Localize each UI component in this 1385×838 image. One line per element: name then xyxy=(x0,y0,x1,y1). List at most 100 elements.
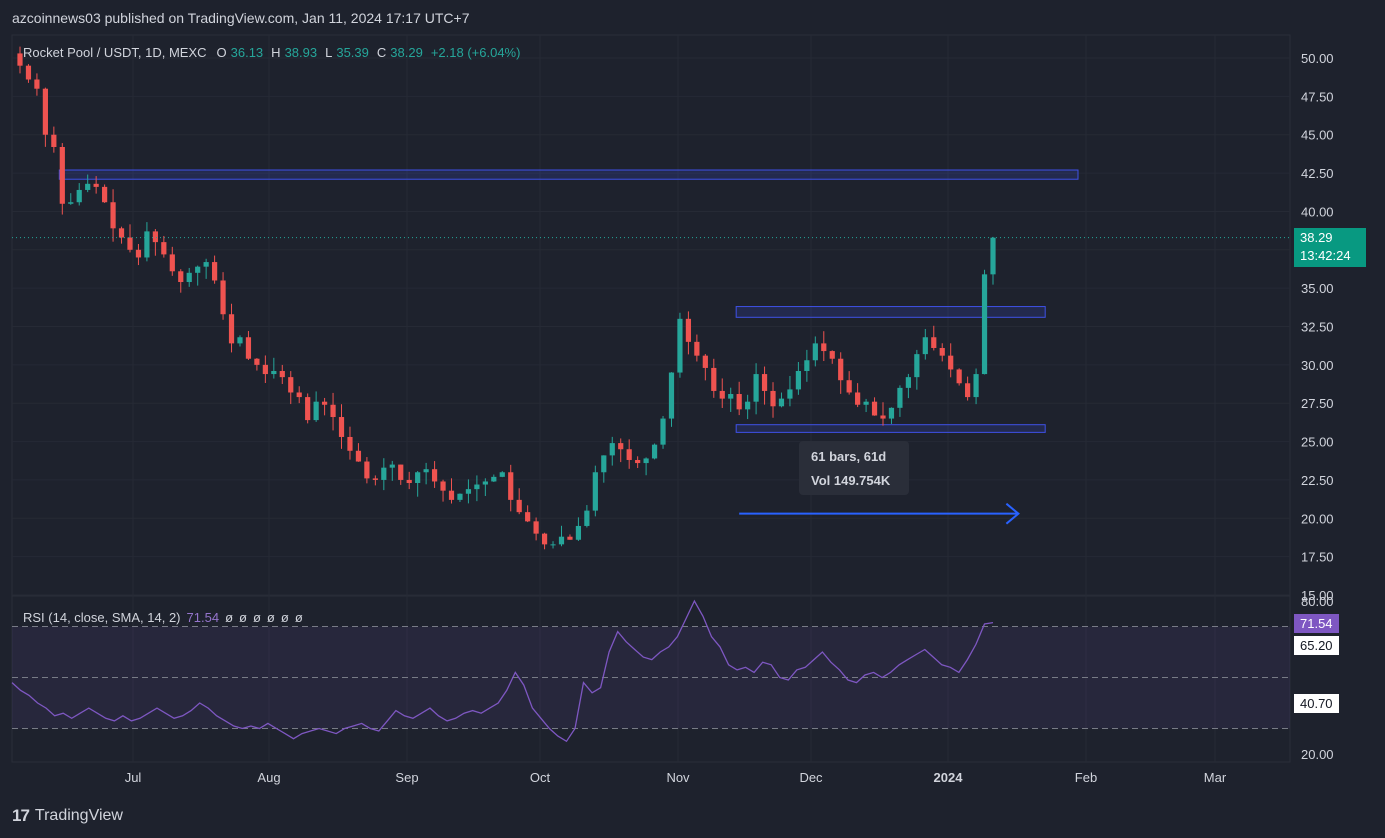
price-tick-label: 40.00 xyxy=(1301,204,1334,219)
candle-body xyxy=(702,355,708,368)
candle-body xyxy=(558,536,565,545)
candle-body xyxy=(846,380,852,393)
candle-body xyxy=(863,401,869,405)
tradingview-brand[interactable]: 17 TradingView xyxy=(12,806,123,826)
candle-body xyxy=(305,397,311,421)
candle-body xyxy=(212,262,218,281)
candle-body xyxy=(474,484,480,490)
candle-body xyxy=(965,383,971,398)
candle-body xyxy=(694,341,700,356)
candle-body xyxy=(288,377,294,393)
high-value: 38.93 xyxy=(284,45,318,60)
candle-body xyxy=(279,371,285,378)
candle-body xyxy=(812,343,818,361)
candle-body xyxy=(372,478,378,480)
rsi-line xyxy=(11,599,994,743)
measure-volume: Vol 149.754K xyxy=(811,473,891,488)
time-tick-label: 2024 xyxy=(934,770,964,785)
candle-body xyxy=(85,183,91,190)
candle-body xyxy=(330,404,336,418)
candle-body xyxy=(592,472,598,511)
candle-body xyxy=(905,377,911,388)
candle-body xyxy=(355,450,362,462)
rsi-placeholder: ø xyxy=(252,610,261,625)
measure-tooltip: 61 bars, 61d Vol 149.754K xyxy=(799,441,909,495)
candle-body xyxy=(821,343,827,352)
symbol-name[interactable]: Rocket Pool / USDT, 1D, MEXC xyxy=(23,45,207,60)
rsi-legend: RSI (14, close, SMA, 14, 2) 71.54 ø ø ø … xyxy=(23,610,303,625)
open-value: 36.13 xyxy=(230,45,264,60)
time-tick-label: Aug xyxy=(257,770,280,785)
candle-body xyxy=(364,461,370,479)
candle-body xyxy=(203,262,209,267)
candle-body xyxy=(169,254,175,272)
candle-body xyxy=(948,355,954,370)
candle-body xyxy=(321,401,328,405)
candle-body xyxy=(245,337,252,359)
candle-body xyxy=(626,449,632,460)
symbol-legend: Rocket Pool / USDT, 1D, MEXC O 36.13 H 38.… xyxy=(23,45,524,60)
rsi-placeholder: ø xyxy=(239,610,247,625)
rsi-value-badge: 71.54 xyxy=(1294,614,1339,633)
candle-body xyxy=(347,436,353,451)
candle-body xyxy=(93,183,99,187)
candle-body xyxy=(457,493,463,500)
candle-body xyxy=(668,372,675,419)
candle-body xyxy=(161,242,167,255)
measure-arrow-head xyxy=(1005,502,1020,525)
rsi-placeholder: ø xyxy=(225,610,234,625)
candle-body xyxy=(939,347,945,356)
candle-body xyxy=(584,510,590,526)
candle-body xyxy=(981,274,988,375)
candle-body xyxy=(491,476,497,482)
open-label: O xyxy=(216,45,227,60)
candle-body xyxy=(51,134,57,147)
candle-body xyxy=(499,472,505,477)
candle-body xyxy=(398,464,404,480)
last-price: 38.29 xyxy=(1300,230,1333,245)
price-tick-label: 25.00 xyxy=(1301,435,1334,450)
candle-body xyxy=(618,443,624,450)
candle-body xyxy=(736,394,742,410)
change-value: +2.18 (+6.04%) xyxy=(430,45,521,60)
candle-body xyxy=(178,271,184,283)
candle-body xyxy=(118,228,125,238)
candle-body xyxy=(415,472,421,483)
candle-body xyxy=(482,481,488,485)
candle-body xyxy=(711,367,717,391)
candle-body xyxy=(550,544,556,546)
candle-body xyxy=(677,318,683,373)
price-tick-label: 45.00 xyxy=(1301,128,1334,143)
candle-body xyxy=(541,533,548,545)
tradingview-wordmark: TradingView xyxy=(34,807,123,824)
candle-body xyxy=(787,389,793,399)
range-rectangle xyxy=(735,306,1046,318)
candle-body xyxy=(719,390,725,399)
low-label: L xyxy=(325,45,333,60)
candle-body xyxy=(25,65,32,80)
candle-body xyxy=(195,266,201,273)
candle-body xyxy=(838,358,844,381)
time-tick-label: Feb xyxy=(1075,770,1097,785)
candle-body xyxy=(922,337,928,355)
candle-body xyxy=(76,189,82,203)
last-price-badge: 38.29 13:42:24 xyxy=(1294,228,1366,267)
candle-body xyxy=(59,147,65,204)
rsi-label[interactable]: RSI (14, close, SMA, 14, 2) xyxy=(23,610,181,625)
candle-body xyxy=(254,358,260,365)
candle-body xyxy=(296,392,302,398)
candle-body xyxy=(660,418,666,445)
candle-body xyxy=(262,364,268,375)
price-tick-label: 20.00 xyxy=(1301,511,1334,526)
price-tick-label: 17.50 xyxy=(1301,550,1334,565)
candle-body xyxy=(533,521,539,534)
candle-body xyxy=(127,237,133,250)
candle-body xyxy=(778,398,785,407)
price-tick-label: 42.50 xyxy=(1301,166,1334,181)
candle-body xyxy=(880,415,886,419)
candle-body xyxy=(144,231,150,258)
candle-body xyxy=(635,459,641,464)
price-tick-label: 50.00 xyxy=(1301,51,1334,66)
candle-body xyxy=(389,464,395,468)
